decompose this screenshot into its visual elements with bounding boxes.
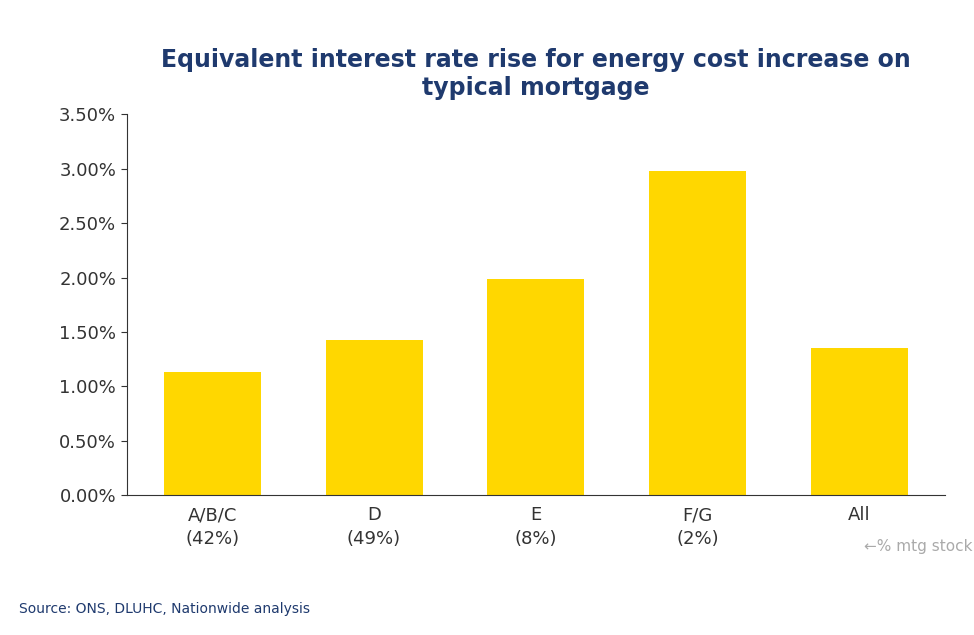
Bar [649, 171, 746, 495]
Text: Source: ONS, DLUHC, Nationwide analysis: Source: ONS, DLUHC, Nationwide analysis [19, 602, 311, 616]
Bar [487, 279, 584, 495]
Bar [164, 372, 261, 495]
Title: Equivalent interest rate rise for energy cost increase on
typical mortgage: Equivalent interest rate rise for energy… [161, 48, 911, 100]
Bar [810, 349, 908, 495]
Text: ←% mtg stock: ←% mtg stock [864, 538, 972, 554]
Bar [325, 340, 423, 495]
